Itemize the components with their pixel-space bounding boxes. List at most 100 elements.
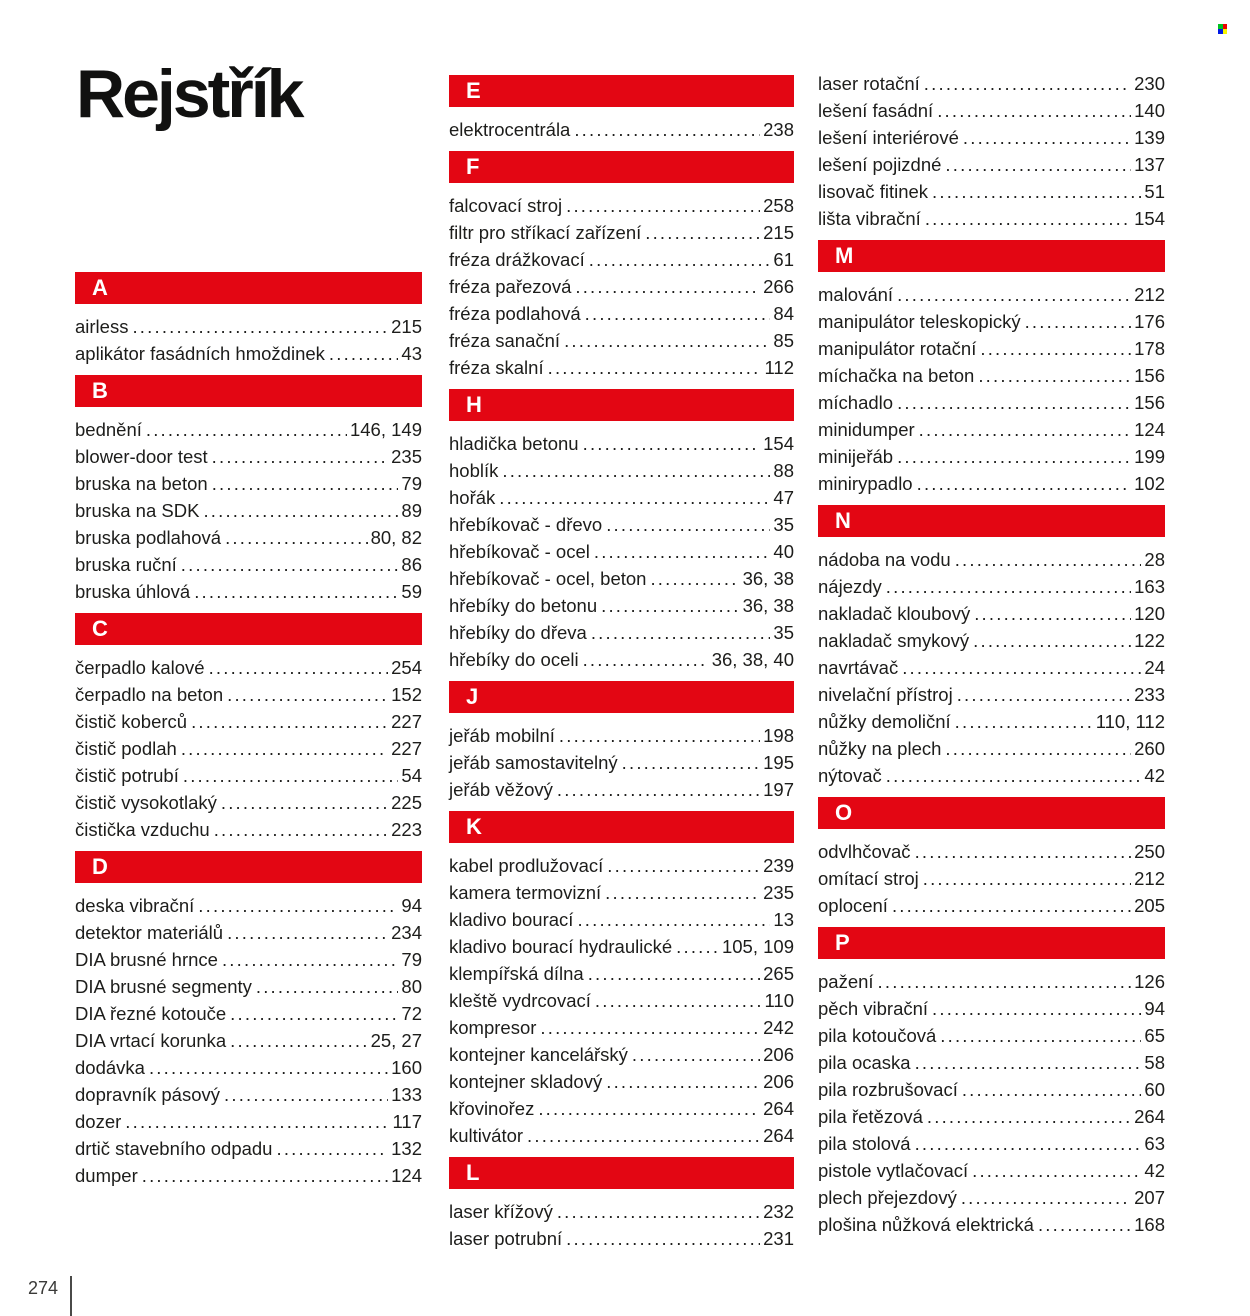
entry-label: bruska na SDK [75,500,200,521]
entry-page-numbers: 227 [391,711,422,732]
section-entries: kabel prodlužovací 239 kamera termovizní… [449,852,794,1149]
index-entry: čistič podlah 227 [75,735,422,762]
entry-label: laser křížový [449,1201,553,1222]
entry-page-numbers: 260 [1134,738,1165,759]
entry-label: pila kotoučová [818,1025,937,1046]
index-entry: čistička vzduchu 223 [75,816,422,843]
entry-page-numbers: 65 [1144,1025,1165,1046]
entry-page-numbers: 146, 149 [349,419,422,440]
dot-leader [963,124,1131,151]
index-entry: nýtovač 42 [818,762,1165,789]
entry-page-numbers: 36, 38 [742,595,794,616]
entry-page-numbers: 86 [401,554,422,575]
dot-leader [886,762,1142,789]
index-entry: kontejner skladový 206 [449,1068,794,1095]
section-letter: D [92,854,108,879]
entry-label: jeřáb samostavitelný [449,752,618,773]
entry-label: odvlhčovač [818,841,911,862]
dot-leader [973,627,1131,654]
footer-page-number: 274 [28,1278,59,1298]
index-section: E elektrocentrála 238 [449,75,794,143]
entry-label: pažení [818,971,874,992]
dot-leader [594,538,771,565]
section-letter: E [466,78,481,103]
entry-label: dumper [75,1165,138,1186]
entry-label: dopravník pásový [75,1084,221,1105]
index-section: D deska vibrační 94 detektor materiálů 2… [75,851,422,1189]
index-entry: navrtávač 24 [818,654,1165,681]
index-entry: lišta vibrační 154 [818,205,1165,232]
dot-leader [972,1157,1141,1184]
entry-label: nýtovač [818,765,882,786]
index-entry: pila ocaska 58 [818,1049,1165,1076]
section-letter: C [92,616,108,641]
index-section: L laser křížový 232 laser potrubní 231 [449,1157,794,1252]
dot-leader [527,1122,760,1149]
dot-leader [499,484,770,511]
index-entry: míchačka na beton 156 [818,362,1165,389]
section-letter-bar-L: L [449,1157,794,1189]
index-entry: DIA vrtací korunka 25, 27 [75,1027,422,1054]
section-letter-bar-F: F [449,151,794,183]
entry-page-numbers: 238 [763,119,794,140]
entry-label: lešení interiérové [818,127,959,148]
entry-label: pistole vytlačovací [818,1160,969,1181]
entry-page-numbers: 225 [391,792,422,813]
index-entry: kompresor 242 [449,1014,794,1041]
dot-leader [209,654,389,681]
entry-label: hřebíkovač - dřevo [449,514,603,535]
entry-page-numbers: 232 [763,1201,794,1222]
dot-leader [203,497,398,524]
entry-page-numbers: 117 [392,1111,423,1132]
index-entry: dumper 124 [75,1162,422,1189]
index-entry: pažení 126 [818,968,1165,995]
section-letter-bar-H: H [449,389,794,421]
dot-leader [548,354,762,381]
entry-page-numbers: 264 [1134,1106,1165,1127]
entry-page-numbers: 36, 38 [742,568,794,589]
dot-leader [606,511,770,538]
dot-leader [194,578,398,605]
entry-label: manipulátor rotační [818,338,977,359]
index-entry: čistič koberců 227 [75,708,422,735]
entry-page-numbers: 110, 112 [1095,711,1165,732]
entry-page-numbers: 54 [401,765,422,786]
dot-leader [583,430,761,457]
entry-label: čistička vzduchu [75,819,210,840]
entry-page-numbers: 124 [1134,419,1165,440]
index-entry: kamera termovizní 235 [449,879,794,906]
dot-leader [591,619,771,646]
entry-label: bruska na beton [75,473,208,494]
entry-label: fréza drážkovací [449,249,585,270]
entry-label: lišta vibrační [818,208,921,229]
entry-page-numbers: 215 [391,316,422,337]
color-square [1218,24,1223,29]
index-section: K kabel prodlužovací 239 kamera termoviz… [449,811,794,1149]
dot-leader [183,762,399,789]
index-entry: dozer 117 [75,1108,422,1135]
dot-leader [919,416,1131,443]
index-entry: laser potrubní 231 [449,1225,794,1252]
index-section: N nádoba na vodu 28 nájezdy 163 nakladač… [818,505,1165,789]
index-section: H hladička betonu 154 hoblík 88 hořák 47… [449,389,794,673]
entry-page-numbers: 233 [1134,684,1165,705]
entry-label: nájezdy [818,576,882,597]
dot-leader [607,852,760,879]
index-entry: bruska na beton 79 [75,470,422,497]
dot-leader [230,1000,398,1027]
dot-leader [1025,308,1132,335]
index-entry: DIA brusné segmenty 80 [75,973,422,1000]
entry-page-numbers: 122 [1134,630,1165,651]
index-entry: čistič potrubí 54 [75,762,422,789]
index-entry: kultivátor 264 [449,1122,794,1149]
index-entry: jeřáb samostavitelný 195 [449,749,794,776]
entry-page-numbers: 110 [764,990,795,1011]
index-column-2: E elektrocentrála 238 F falcovací stroj … [449,75,794,1260]
footer-divider [70,1276,72,1316]
index-entry: jeřáb mobilní 198 [449,722,794,749]
dot-leader [897,389,1131,416]
dot-leader [915,1049,1142,1076]
entry-page-numbers: 258 [763,195,794,216]
dot-leader [955,546,1142,573]
dot-leader [601,592,739,619]
